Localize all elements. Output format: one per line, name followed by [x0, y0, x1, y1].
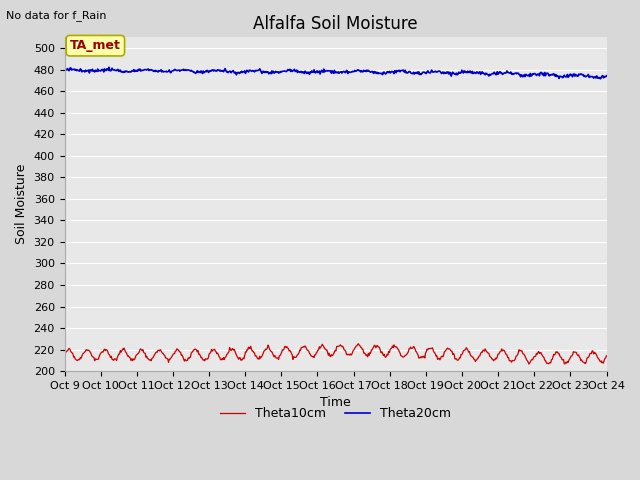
Text: No data for f_Rain: No data for f_Rain: [6, 10, 107, 21]
Theta10cm: [355, 341, 362, 347]
Theta10cm: [181, 357, 189, 362]
Theta10cm: [402, 352, 410, 358]
Theta10cm: [126, 355, 134, 360]
Line: Theta20cm: Theta20cm: [65, 67, 607, 79]
Line: Theta10cm: Theta10cm: [65, 344, 607, 364]
Theta20cm: [211, 67, 218, 73]
Legend: Theta10cm, Theta20cm: Theta10cm, Theta20cm: [215, 402, 456, 425]
X-axis label: Time: Time: [320, 396, 351, 409]
Y-axis label: Soil Moisture: Soil Moisture: [15, 164, 28, 244]
Theta10cm: [418, 355, 426, 360]
Theta20cm: [182, 67, 189, 72]
Theta20cm: [127, 69, 134, 75]
Text: TA_met: TA_met: [70, 39, 121, 52]
Theta20cm: [603, 73, 611, 79]
Theta20cm: [402, 70, 410, 76]
Theta20cm: [418, 71, 426, 76]
Title: Alfalfa Soil Moisture: Alfalfa Soil Moisture: [253, 15, 418, 33]
Theta10cm: [525, 361, 532, 367]
Theta10cm: [210, 347, 218, 353]
Theta10cm: [603, 353, 611, 359]
Theta10cm: [70, 354, 78, 360]
Theta20cm: [61, 67, 68, 72]
Theta20cm: [596, 76, 604, 82]
Theta20cm: [70, 66, 78, 72]
Theta10cm: [61, 352, 68, 358]
Theta20cm: [105, 64, 113, 70]
